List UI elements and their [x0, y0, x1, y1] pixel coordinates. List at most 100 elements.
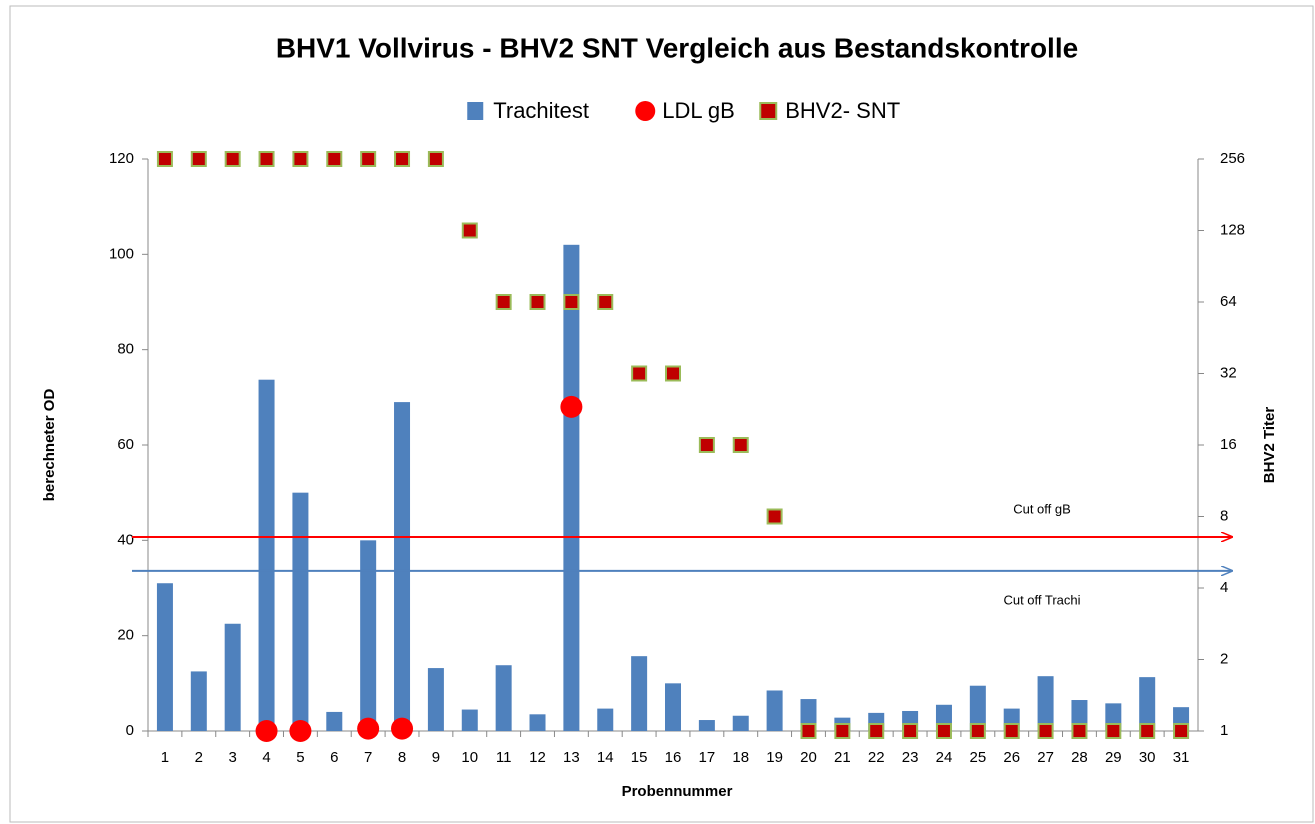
marker	[292, 151, 309, 167]
y-tick-label: 20	[117, 627, 134, 644]
legend-swatch	[467, 102, 484, 120]
x-tick-label: 28	[1071, 749, 1088, 766]
marker	[427, 151, 444, 167]
marker	[1071, 723, 1088, 739]
bar	[665, 683, 681, 731]
bar	[326, 711, 343, 731]
legend-label: LDL gB	[662, 98, 735, 123]
marker	[560, 395, 583, 418]
marker	[1173, 723, 1190, 739]
bar	[190, 671, 207, 731]
bar	[597, 708, 614, 731]
marker	[868, 723, 885, 739]
x-tick-label: 16	[665, 749, 682, 766]
x-tick-label: 15	[631, 749, 648, 766]
x-tick-label: 23	[902, 749, 919, 766]
marker	[1139, 723, 1156, 739]
y-tick-label: 80	[117, 341, 134, 358]
marker	[800, 723, 817, 739]
bar	[631, 656, 648, 731]
marker	[190, 151, 207, 167]
marker	[631, 365, 648, 382]
y2-tick-label: 128	[1220, 221, 1245, 238]
legend-swatch	[759, 102, 778, 120]
marker	[255, 720, 278, 742]
marker	[902, 723, 919, 739]
y2-tick-label: 256	[1220, 150, 1245, 167]
marker	[1003, 723, 1020, 739]
marker	[461, 222, 478, 239]
x-tick-label: 11	[496, 749, 512, 766]
y2-axis-label: BHV2 Titer	[1261, 407, 1278, 484]
marker	[289, 720, 312, 742]
bar	[1139, 677, 1156, 731]
legend-swatch	[635, 101, 656, 121]
marker	[732, 437, 749, 453]
bar	[427, 668, 444, 731]
bar	[969, 685, 986, 731]
y2-tick-label: 64	[1220, 293, 1237, 310]
marker	[529, 294, 546, 310]
y-tick-label: 100	[109, 245, 134, 262]
marker	[766, 508, 783, 525]
x-tick-label: 18	[732, 749, 749, 766]
marker	[597, 294, 614, 310]
marker	[224, 151, 241, 167]
marker	[394, 151, 411, 167]
x-axis-label: Probennummer	[622, 783, 733, 800]
y2-tick-label: 32	[1220, 364, 1237, 381]
x-tick-label: 14	[597, 749, 614, 766]
x-tick-label: 7	[364, 749, 372, 766]
x-tick-label: 8	[398, 749, 406, 766]
bar	[1037, 676, 1054, 731]
x-tick-label: 10	[461, 749, 478, 766]
marker	[665, 365, 681, 382]
bar	[394, 402, 411, 731]
x-tick-label: 6	[330, 749, 338, 766]
y2-tick-label: 2	[1220, 650, 1228, 667]
x-tick-label: 31	[1173, 749, 1190, 766]
marker	[360, 151, 377, 167]
marker	[935, 723, 952, 739]
marker	[391, 717, 414, 740]
marker	[969, 723, 986, 739]
marker	[698, 437, 715, 453]
bar	[766, 690, 783, 731]
x-tick-label: 1	[161, 749, 169, 766]
bar	[224, 623, 241, 731]
x-tick-label: 12	[529, 749, 546, 766]
x-tick-label: 27	[1037, 749, 1054, 766]
marker	[258, 151, 275, 167]
y-tick-label: 40	[117, 531, 134, 548]
y-tick-label: 60	[117, 436, 134, 453]
x-tick-label: 22	[868, 749, 885, 766]
marker	[563, 294, 580, 310]
x-tick-label: 30	[1139, 749, 1156, 766]
bar	[461, 709, 478, 731]
marker	[495, 294, 512, 310]
marker	[326, 151, 343, 167]
x-tick-label: 2	[195, 749, 203, 766]
y2-tick-label: 8	[1220, 507, 1228, 524]
y-tick-label: 0	[126, 722, 134, 739]
bar	[698, 720, 715, 731]
x-tick-label: 5	[296, 749, 304, 766]
legend-label: BHV2- SNT	[785, 98, 900, 123]
marker	[357, 717, 380, 740]
y2-tick-label: 1	[1220, 722, 1228, 739]
y2-tick-label: 16	[1220, 436, 1237, 453]
x-tick-label: 13	[563, 749, 580, 766]
x-tick-label: 9	[432, 749, 440, 766]
x-tick-label: 4	[262, 749, 270, 766]
x-tick-label: 25	[969, 749, 986, 766]
x-tick-label: 3	[229, 749, 237, 766]
marker	[1105, 723, 1122, 739]
reference-label: Cut off Trachi	[1003, 592, 1080, 607]
marker	[156, 151, 173, 167]
bar	[563, 244, 580, 732]
bar	[732, 715, 749, 731]
x-tick-label: 29	[1105, 749, 1122, 766]
x-tick-label: 20	[800, 749, 817, 766]
bar	[258, 379, 275, 731]
x-tick-label: 17	[699, 749, 716, 766]
